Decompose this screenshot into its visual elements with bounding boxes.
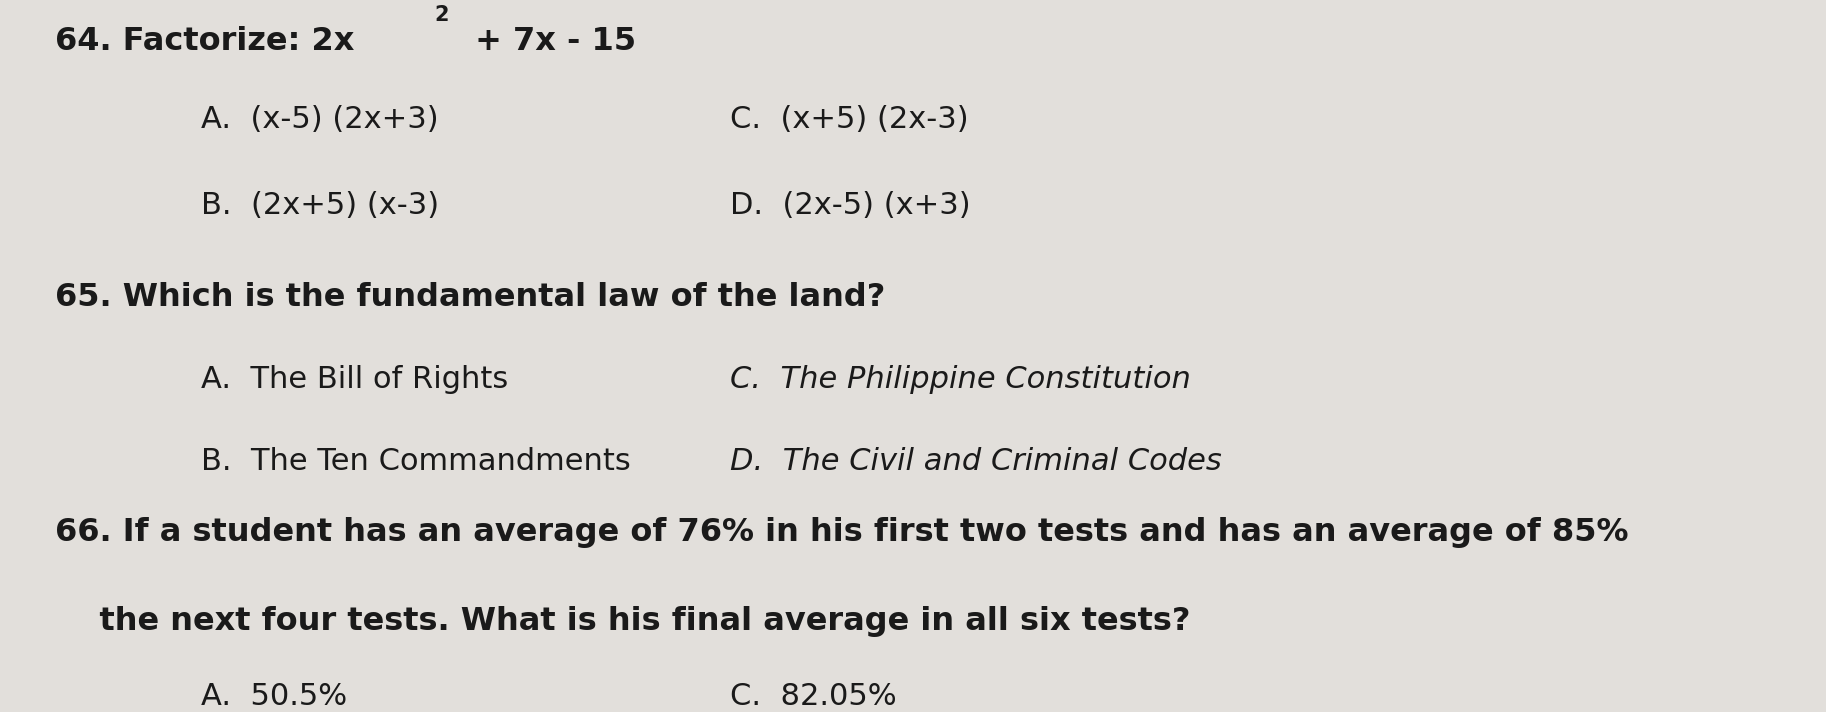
Text: 2: 2 [435, 6, 449, 26]
Text: B.  (2x+5) (x-3): B. (2x+5) (x-3) [201, 191, 438, 219]
Text: A.  (x-5) (2x+3): A. (x-5) (2x+3) [201, 105, 438, 134]
Text: + 7x - 15: + 7x - 15 [464, 26, 635, 57]
Text: 65. Which is the fundamental law of the land?: 65. Which is the fundamental law of the … [55, 282, 886, 313]
Text: C.  (x+5) (2x-3): C. (x+5) (2x-3) [730, 105, 970, 134]
Text: 64. Factorize: 2x: 64. Factorize: 2x [55, 26, 354, 57]
Text: C.  The Philippine Constitution: C. The Philippine Constitution [730, 365, 1191, 394]
Text: the next four tests. What is his final average in all six tests?: the next four tests. What is his final a… [55, 606, 1191, 637]
Text: D.  (2x-5) (x+3): D. (2x-5) (x+3) [730, 191, 971, 219]
Text: B.  The Ten Commandments: B. The Ten Commandments [201, 447, 630, 476]
Text: A.  50.5%: A. 50.5% [201, 682, 347, 711]
Text: A.  The Bill of Rights: A. The Bill of Rights [201, 365, 508, 394]
Text: C.  82.05%: C. 82.05% [730, 682, 897, 711]
Text: D.  The Civil and Criminal Codes: D. The Civil and Criminal Codes [730, 447, 1222, 476]
Text: 66. If a student has an average of 76% in his first two tests and has an average: 66. If a student has an average of 76% i… [55, 517, 1629, 548]
